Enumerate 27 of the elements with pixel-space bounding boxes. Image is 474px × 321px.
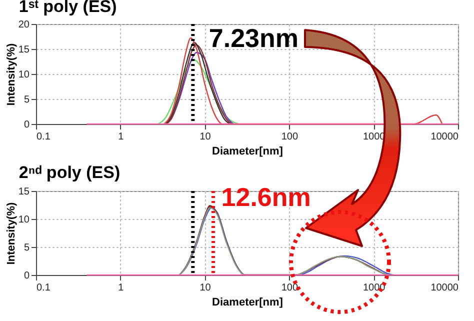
x-tick-label: 10 xyxy=(200,282,212,294)
y-tick-label: 15 xyxy=(18,186,30,198)
ref-line-label: 12.6nm xyxy=(221,182,311,212)
y-tick-label: 0 xyxy=(24,120,30,130)
y-axis-title: Intensity(%) xyxy=(5,43,18,106)
y-tick-label: 15 xyxy=(18,44,30,56)
x-tick-label: 10000 xyxy=(430,282,459,294)
x-tick-label: 10000 xyxy=(430,132,459,142)
chart-title: 1ˢᵗ poly (ES) xyxy=(18,0,117,16)
y-tick-label: 5 xyxy=(24,242,30,254)
y-tick-label: 10 xyxy=(18,70,30,80)
x-tick-label: 10 xyxy=(200,132,212,142)
x-tick-label: 1 xyxy=(118,282,124,294)
y-axis-title: Intensity(%) xyxy=(5,202,18,265)
x-tick-label: 0.1 xyxy=(36,282,51,294)
y-tick-label: 10 xyxy=(18,214,30,226)
chart-title: 2ⁿᵈ poly (ES) xyxy=(18,163,120,182)
y-tick-label: 5 xyxy=(24,94,30,106)
x-tick-label: 100 xyxy=(281,282,298,294)
ref-line-label: 7.23nm xyxy=(208,23,299,53)
y-tick-label: 20 xyxy=(18,20,30,30)
x-axis-title: Diameter[nm] xyxy=(212,146,284,158)
x-tick-label: 0.1 xyxy=(36,132,51,142)
x-axis-title: Diameter[nm] xyxy=(212,296,284,308)
x-tick-label: 1 xyxy=(118,132,124,142)
y-tick-label: 0 xyxy=(24,270,30,282)
x-tick-label: 100 xyxy=(281,132,298,142)
